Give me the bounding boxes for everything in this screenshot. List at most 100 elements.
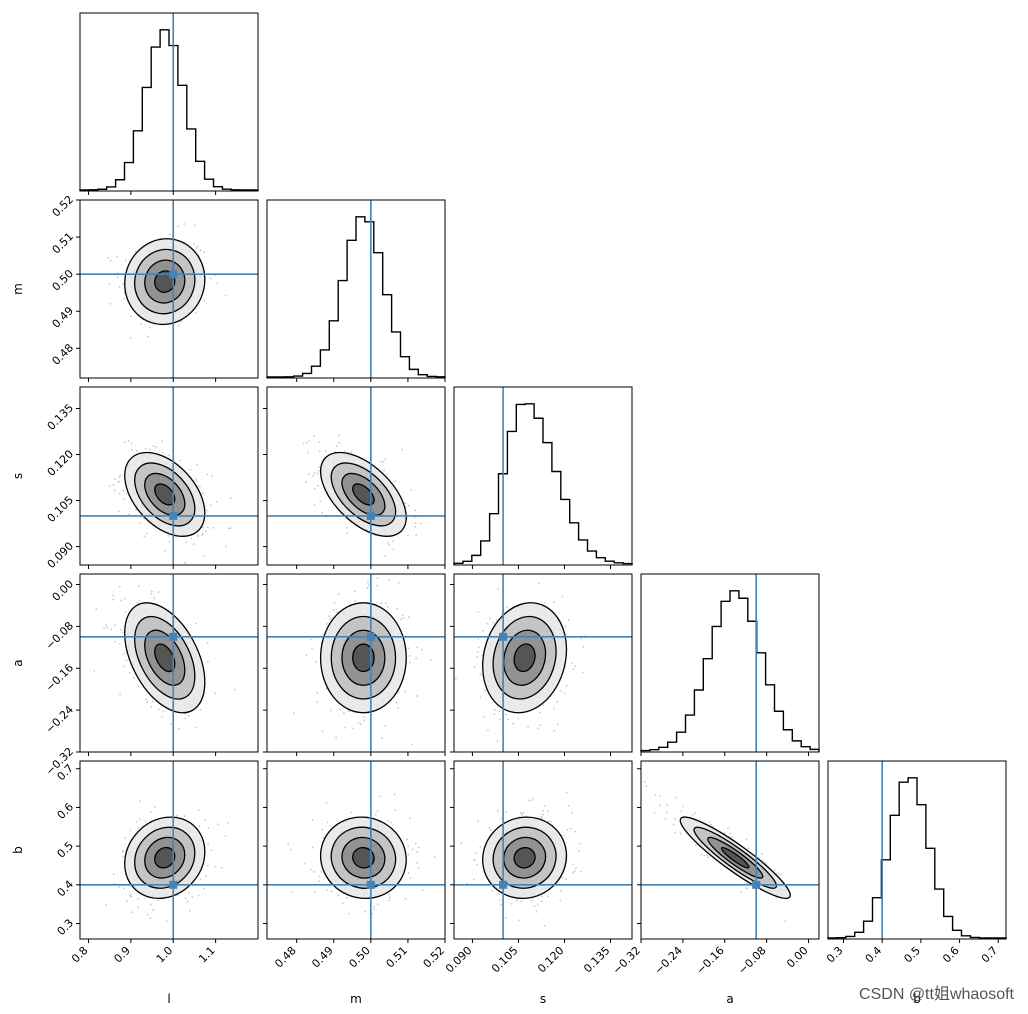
sample-point (150, 903, 153, 906)
sample-point (112, 594, 114, 597)
contour-0.5-sigma (513, 846, 536, 869)
sample-point (526, 571, 528, 573)
sample-point (118, 510, 121, 513)
panel-frame (79, 12, 259, 192)
sample-point (177, 324, 180, 327)
sample-point (195, 463, 198, 466)
sample-point (482, 629, 484, 632)
sample-point (152, 909, 154, 912)
sample-point (387, 543, 390, 546)
sample-point (311, 819, 314, 821)
sample-point (306, 441, 309, 444)
y-tick-label: 0.51 (50, 230, 77, 257)
sample-point (559, 899, 562, 902)
sample-point (409, 661, 412, 664)
sample-point (109, 259, 112, 262)
x-tick-label: 0.105 (489, 944, 520, 975)
sample-point (137, 585, 140, 587)
sample-point (290, 848, 292, 851)
sample-point (574, 830, 576, 833)
sample-point (305, 481, 307, 483)
y-axis-label-s: s (11, 473, 25, 479)
sample-point (169, 233, 172, 236)
sample-point (569, 827, 572, 830)
sample-point (321, 511, 323, 514)
sample-point (417, 866, 420, 869)
sample-point (168, 540, 171, 543)
panel-frame (266, 386, 446, 566)
sample-point (302, 442, 305, 445)
sample-point (342, 902, 344, 905)
panel-s-vs-s (453, 386, 633, 569)
sample-point (382, 460, 385, 463)
panel-s-vs-m (263, 386, 446, 569)
truth-marker (169, 270, 178, 279)
sample-point (136, 601, 139, 604)
sample-point (322, 836, 325, 839)
sample-point (563, 692, 566, 695)
sample-point (324, 450, 327, 453)
sample-point (579, 870, 582, 873)
y-axis-label-m: m (11, 283, 25, 295)
sample-point (162, 710, 165, 713)
sample-point (110, 628, 113, 631)
sample-point (559, 889, 562, 892)
sample-point (414, 525, 417, 528)
x-axis-label-l: l (167, 992, 170, 1006)
sample-point (520, 900, 523, 903)
sample-point (572, 668, 575, 670)
sample-point (710, 823, 712, 826)
sample-point (522, 812, 525, 814)
sample-point (560, 690, 562, 692)
sample-point (694, 812, 696, 814)
sample-point (384, 724, 387, 727)
sample-point (130, 895, 133, 898)
sample-point (325, 687, 327, 690)
sample-point (510, 903, 513, 905)
y-axis-label-a: a (11, 659, 25, 666)
sample-point (192, 543, 195, 546)
sample-point (326, 622, 329, 625)
sample-point (643, 780, 646, 783)
sample-point (129, 893, 132, 896)
y-tick-label: 0.090 (45, 540, 76, 571)
sample-point (123, 441, 126, 444)
sample-point (144, 447, 147, 450)
sample-point (178, 727, 181, 730)
sample-point (164, 549, 166, 552)
sample-point (138, 818, 141, 820)
panel-frame (640, 760, 820, 940)
x-tick-label: 0.48 (272, 944, 299, 971)
sample-point (185, 541, 187, 544)
sample-point (127, 440, 130, 442)
sample-point (397, 691, 400, 694)
sample-point (397, 581, 400, 584)
sample-point (149, 326, 152, 329)
sample-point (393, 793, 396, 796)
sample-point (376, 584, 378, 587)
sample-point (473, 666, 476, 668)
truth-marker (499, 632, 508, 641)
sample-point (540, 817, 543, 820)
sample-point (765, 863, 768, 865)
sample-point (291, 891, 294, 894)
sample-point (177, 225, 180, 228)
sample-point (493, 709, 496, 712)
sample-point (138, 599, 141, 602)
sample-point (567, 619, 570, 622)
sample-point (199, 878, 202, 880)
sample-point (338, 441, 341, 444)
sample-point (167, 534, 170, 537)
x-tick-label: −0.16 (694, 944, 727, 977)
watermark-text: CSDN @tt姐whaosoft (859, 986, 1014, 1003)
sample-point (454, 677, 457, 680)
sample-point (486, 622, 489, 625)
sample-point (512, 722, 514, 725)
sample-point (293, 712, 295, 715)
sample-point (479, 673, 482, 675)
sample-point (153, 567, 155, 569)
sample-point (303, 862, 306, 865)
sample-point (476, 656, 479, 659)
sample-point (95, 607, 98, 610)
sample-point (199, 249, 202, 252)
